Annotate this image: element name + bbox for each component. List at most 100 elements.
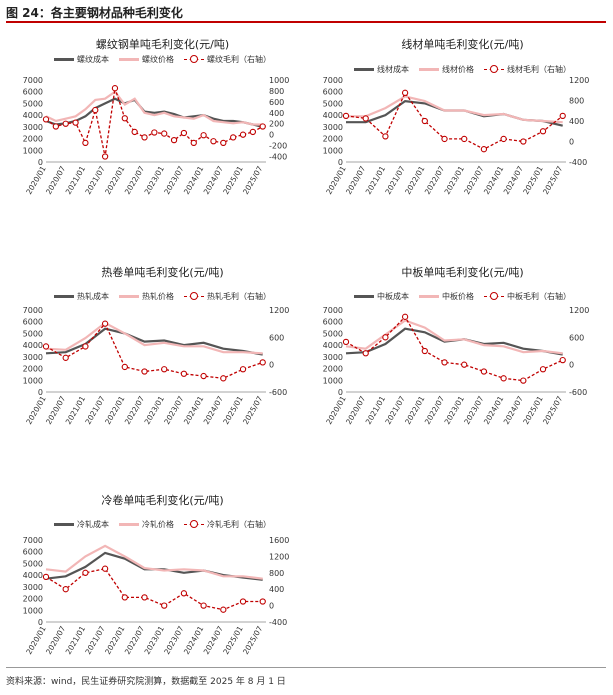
- data-point-margin: [520, 138, 527, 145]
- data-point-margin: [210, 138, 217, 145]
- legend-label-cost: 冷轧成本: [77, 520, 109, 529]
- y-left-tick-label: 1000: [23, 376, 43, 385]
- legend-swatch-margin: [184, 55, 204, 63]
- legend-swatch-cost: [54, 58, 74, 61]
- data-point-margin: [72, 119, 79, 126]
- data-point-margin: [539, 366, 547, 373]
- data-point-margin: [239, 366, 247, 373]
- chart-panel: 螺纹钢单吨毛利变化(元/吨) 螺纹成本 螺纹价格 螺纹毛利（右轴） 0 1000 2…: [20, 30, 305, 235]
- y-left-tick-label: 1000: [23, 146, 43, 155]
- series-line-cost: [345, 327, 563, 356]
- legend-item-price: 螺纹价格: [119, 54, 174, 65]
- legend-label-price: 线材价格: [442, 65, 474, 74]
- y-right-tick-label: 800: [269, 569, 284, 578]
- y-left-tick-label: 2000: [23, 365, 43, 374]
- data-point-margin: [539, 128, 547, 135]
- chart-legend: 中板成本 中板价格 中板毛利（右轴）: [320, 291, 605, 302]
- y-left-tick-label: 7000: [323, 76, 343, 85]
- y-left-tick-label: 6000: [23, 548, 43, 557]
- data-point-margin: [62, 586, 69, 593]
- legend-label-margin: 冷轧毛利（右轴）: [207, 520, 271, 529]
- y-right-tick-label: -200: [269, 142, 287, 151]
- y-right-tick-label: -600: [569, 388, 587, 397]
- data-point-margin: [101, 153, 109, 160]
- legend-swatch-margin: [184, 520, 204, 528]
- data-point-margin: [520, 377, 527, 384]
- legend-swatch-margin: [484, 65, 504, 73]
- chart-title: 线材单吨毛利变化(元/吨): [401, 38, 524, 51]
- data-point-margin: [200, 602, 207, 609]
- chart-plot: 0 1000 2000 3000 4000 5000 6000 7000 -400 0 400 800…: [23, 536, 290, 656]
- y-right-tick-label: 400: [569, 117, 584, 126]
- data-point-margin: [421, 347, 428, 355]
- legend-label-cost: 线材成本: [377, 65, 409, 74]
- y-left-tick-label: 6000: [323, 318, 343, 327]
- legend-swatch-price: [119, 523, 139, 526]
- y-right-tick-label: 1200: [269, 552, 289, 561]
- legend-swatch-price: [119, 58, 139, 61]
- legend-swatch-cost: [54, 295, 74, 298]
- legend-swatch-margin: [184, 292, 204, 300]
- y-left-tick-label: 0: [38, 618, 43, 627]
- data-point-margin: [200, 132, 207, 139]
- y-left-tick-label: 3000: [323, 123, 343, 132]
- series-line-price: [45, 544, 263, 580]
- legend-swatch-margin: [484, 292, 504, 300]
- y-left-tick-label: 1000: [323, 376, 343, 385]
- data-point-margin: [62, 354, 69, 361]
- legend-item-cost: 螺纹成本: [54, 54, 109, 65]
- legend-label-margin: 线材毛利（右轴）: [507, 65, 571, 74]
- legend-label-margin: 中板毛利（右轴）: [507, 292, 571, 301]
- y-right-tick-label: 1600: [269, 536, 289, 545]
- y-left-tick-label: 3000: [23, 353, 43, 362]
- data-point-margin: [461, 135, 468, 143]
- data-point-margin: [480, 146, 488, 153]
- y-right-tick-label: -400: [269, 153, 287, 162]
- chart-plot: 0 1000 2000 3000 4000 5000 6000 7000 -600 0 600 120…: [23, 306, 290, 426]
- legend-item-cost: 线材成本: [354, 64, 409, 75]
- y-right-tick-label: 600: [569, 333, 584, 342]
- data-point-margin: [559, 112, 566, 120]
- data-point-margin: [480, 368, 488, 375]
- y-right-tick-label: -400: [569, 158, 587, 167]
- series-line-margin: [345, 91, 564, 150]
- data-point-margin: [362, 115, 369, 122]
- y-left-tick-label: 5000: [323, 99, 343, 108]
- data-point-margin: [421, 117, 428, 125]
- data-point-margin: [101, 320, 109, 327]
- chart-plot: 0 1000 2000 3000 4000 5000 6000 7000 -600 0 600 120…: [323, 306, 590, 426]
- data-point-margin: [121, 594, 128, 601]
- data-point-margin: [161, 366, 168, 373]
- series-line-price: [45, 90, 263, 126]
- legend-swatch-price: [419, 295, 439, 298]
- y-left-tick-label: 7000: [323, 306, 343, 315]
- y-left-tick-label: 5000: [23, 559, 43, 568]
- data-point-margin: [141, 134, 148, 141]
- title-rule: [6, 21, 606, 23]
- series-line-price: [45, 321, 263, 355]
- y-left-tick-label: 6000: [323, 88, 343, 97]
- y-left-tick-label: 5000: [23, 99, 43, 108]
- y-right-tick-label: 800: [269, 87, 284, 96]
- legend-label-cost: 热轧成本: [77, 292, 109, 301]
- data-point-margin: [559, 356, 566, 364]
- y-right-tick-label: 600: [269, 333, 284, 342]
- legend-label-price: 热轧价格: [142, 292, 174, 301]
- data-point-margin: [62, 120, 69, 127]
- legend-item-cost: 冷轧成本: [54, 519, 109, 530]
- y-right-tick-label: 400: [269, 585, 284, 594]
- chart-legend: 冷轧成本 冷轧价格 冷轧毛利（右轴）: [20, 519, 305, 530]
- data-point-margin: [82, 343, 89, 350]
- y-left-tick-label: 3000: [23, 583, 43, 592]
- legend-swatch-price: [119, 295, 139, 298]
- data-point-margin: [249, 128, 257, 136]
- legend-label-margin: 热轧毛利（右轴）: [207, 292, 271, 301]
- data-point-margin: [401, 313, 409, 320]
- y-left-tick-label: 2000: [23, 135, 43, 144]
- legend-item-price: 线材价格: [419, 64, 474, 75]
- y-right-tick-label: 0: [569, 361, 574, 370]
- y-left-tick-label: 3000: [323, 353, 343, 362]
- legend-swatch-cost: [54, 523, 74, 526]
- data-point-margin: [92, 106, 99, 114]
- y-left-tick-label: 6000: [23, 318, 43, 327]
